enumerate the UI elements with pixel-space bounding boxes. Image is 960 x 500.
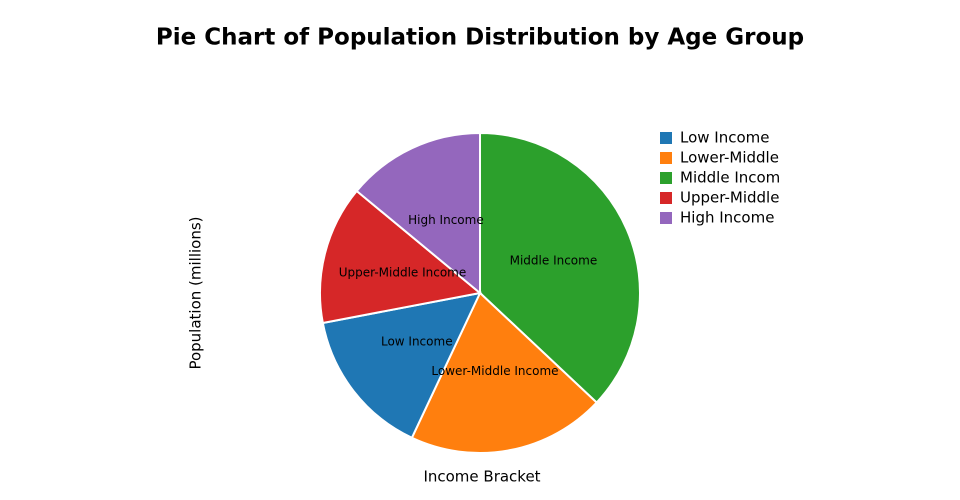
legend-label: Middle Income (680, 169, 790, 187)
pie-slice (410, 291, 599, 454)
y-axis-label: Population (millions) (187, 216, 205, 369)
pie-slice (319, 189, 483, 325)
pie-slice (355, 131, 481, 296)
slice-label: Low Income (381, 335, 453, 349)
pie-slice (479, 131, 641, 404)
slice-label: Middle Income (510, 254, 598, 268)
legend-label: High Income (680, 209, 774, 227)
slice-label: Upper-Middle Income (339, 266, 467, 280)
legend-swatch (660, 132, 672, 144)
legend-label: Lower-Middle Income (680, 149, 839, 167)
legend-label: Low Income (680, 129, 770, 147)
legend-swatch (660, 212, 672, 224)
legend-label: Upper-Middle Income (680, 189, 839, 207)
pie-slice (321, 291, 482, 440)
legend: Low Income Lower-Middle Income Middle Inco… (660, 129, 839, 227)
slice-label: High Income (408, 213, 484, 227)
legend-swatch (660, 192, 672, 204)
chart-title: Pie Chart of Population Distribution by … (156, 25, 804, 51)
slice-label: Lower-Middle Income (431, 364, 558, 378)
pie: Middle Income Lower-Middle Income Low Inco… (319, 131, 641, 454)
legend-swatch (660, 152, 672, 164)
legend-swatch (660, 172, 672, 184)
x-axis-label: Income Bracket (423, 468, 540, 486)
